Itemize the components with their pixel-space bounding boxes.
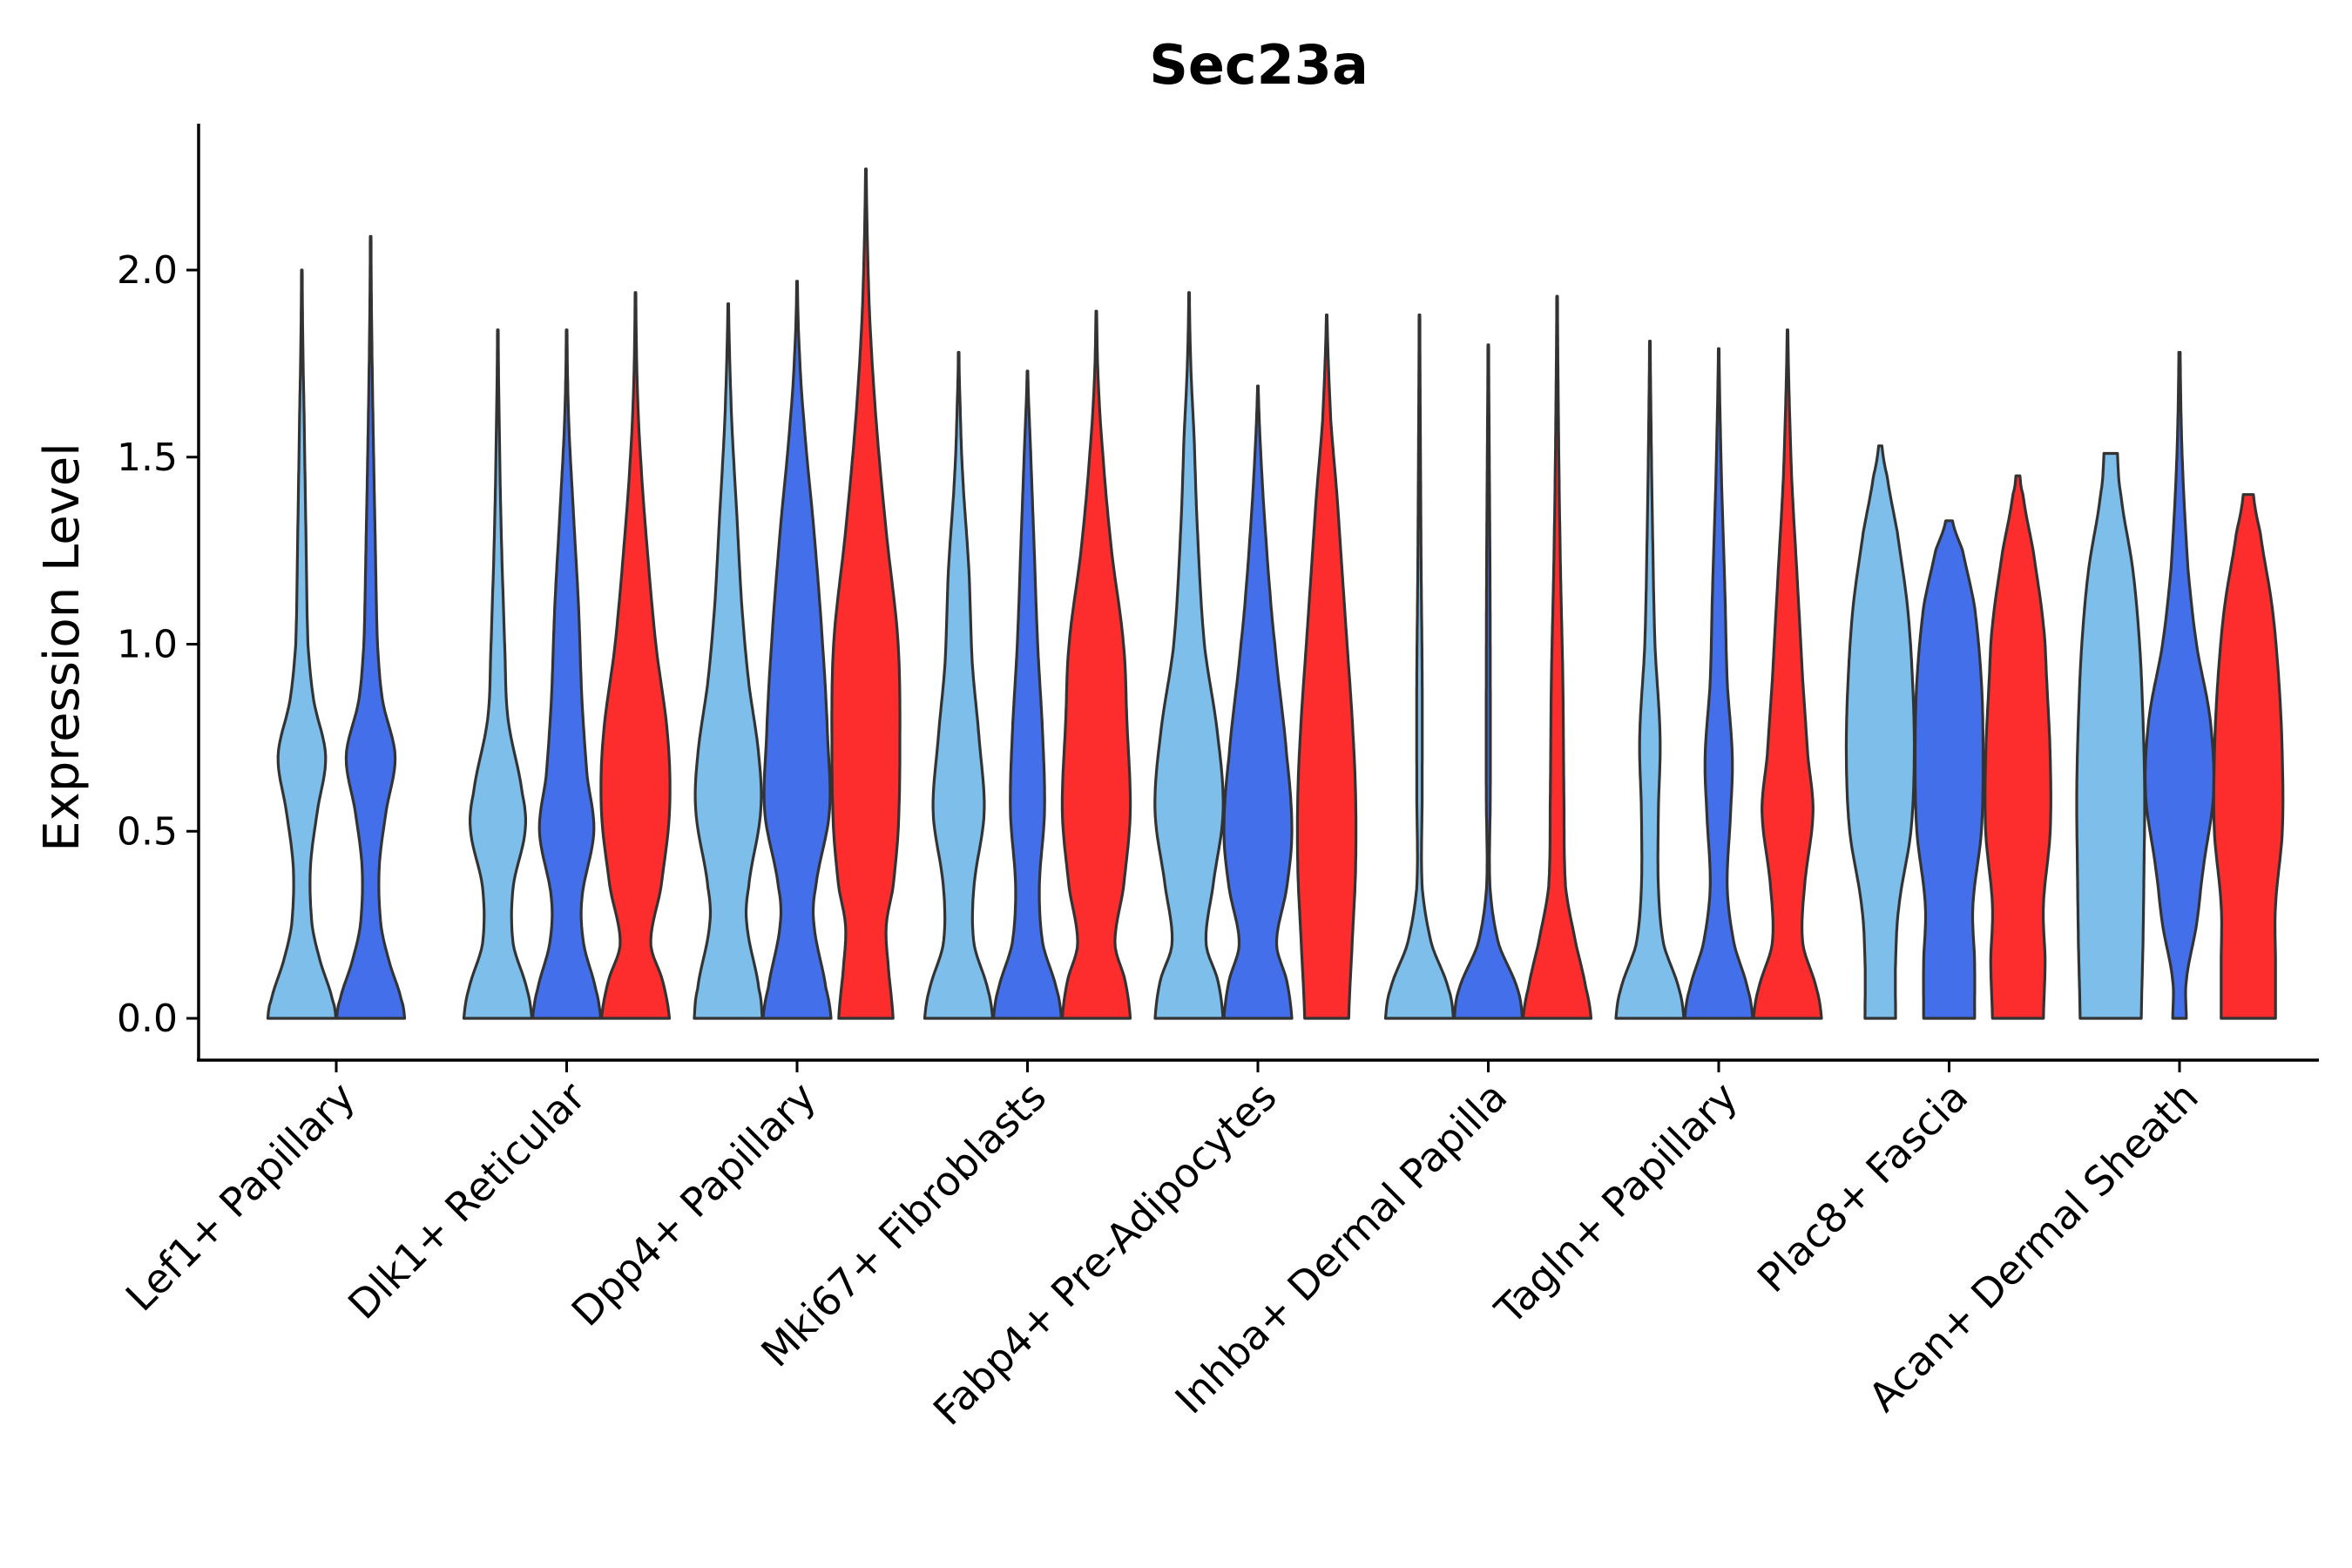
violin-group-3	[1752, 328, 1823, 1020]
violin-group-3	[2212, 493, 2285, 1020]
x-tick-label: Dpp4+ Papillary	[563, 1073, 825, 1335]
violin-group-2	[1452, 343, 1524, 1020]
violin-group-3	[1521, 294, 1593, 1020]
violin-group-1	[1614, 340, 1686, 1020]
violin-group-3	[1060, 309, 1132, 1020]
violin-group-2	[1222, 384, 1294, 1020]
y-tick-label: 0.5	[117, 809, 178, 854]
violin-group-2	[531, 328, 603, 1020]
violin-group-1	[923, 350, 995, 1020]
violin-group-2	[1913, 519, 1985, 1020]
violin-group-1	[2075, 451, 2146, 1020]
x-tick-label: Plac8+ Fascia	[1748, 1073, 1977, 1301]
violin-group-2	[335, 234, 407, 1020]
y-tick-label: 0.0	[117, 997, 178, 1041]
x-tick-label: Tagln+ Papillary	[1485, 1073, 1747, 1335]
violin-group-3	[1984, 474, 2052, 1020]
violin-group-3	[1295, 313, 1358, 1020]
y-axis-ticks: 0.0 0.5 1.0 1.5 2.0	[117, 248, 199, 1041]
violin-group-2	[1683, 347, 1754, 1020]
chart-title: Sec23a	[1149, 33, 1369, 97]
violin-group-2	[2144, 350, 2215, 1020]
violin-group-1	[1153, 291, 1225, 1020]
violin-group-3	[830, 167, 902, 1020]
violin-group	[266, 167, 2285, 1020]
violin-group-1	[462, 328, 534, 1020]
y-tick-label: 1.0	[117, 623, 178, 667]
x-tick-label: Lef1+ Papillary	[117, 1073, 364, 1321]
violin-group-1	[693, 302, 764, 1020]
y-tick-label: 1.5	[117, 436, 178, 480]
violin-group-1	[266, 268, 338, 1020]
violin-group-3	[599, 291, 672, 1020]
y-axis-label: Expression Level	[34, 443, 91, 852]
y-tick-label: 2.0	[117, 248, 178, 293]
violin-group-2	[761, 280, 833, 1020]
violin-group-2	[991, 369, 1064, 1020]
violin-group-1	[1844, 444, 1916, 1020]
violin-group-1	[1383, 313, 1456, 1020]
x-tick-label: Dlk1+ Reticular	[339, 1073, 594, 1328]
